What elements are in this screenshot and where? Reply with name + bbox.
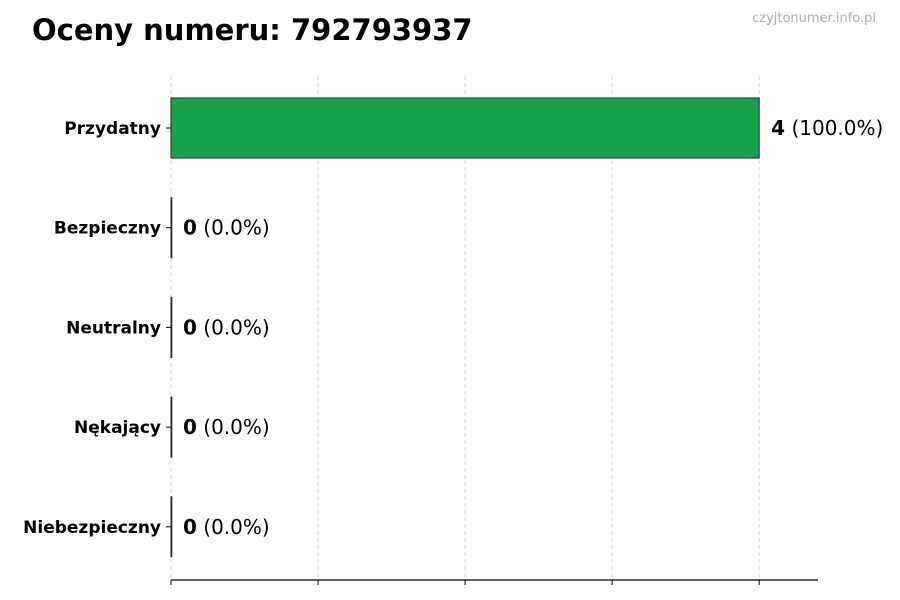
bar-0 bbox=[170, 97, 760, 159]
category-label-2: Neutralny bbox=[66, 318, 161, 338]
value-label-1: 0 (0.0%) bbox=[183, 216, 270, 240]
value-label-3: 0 (0.0%) bbox=[183, 415, 270, 439]
bar-4 bbox=[170, 496, 173, 558]
category-label-1: Bezpieczny bbox=[54, 219, 161, 239]
value-count: 0 bbox=[183, 515, 197, 539]
value-percent: (0.0%) bbox=[197, 415, 270, 439]
category-label-3: Nękający bbox=[74, 418, 161, 438]
category-label-0: Przydatny bbox=[64, 119, 161, 139]
category-label-4: Niebezpieczny bbox=[23, 518, 161, 538]
bar-2 bbox=[170, 296, 173, 358]
value-label-2: 0 (0.0%) bbox=[183, 315, 270, 339]
value-percent: (100.0%) bbox=[785, 116, 883, 140]
chart-title: Oceny numeru: 792793937 bbox=[32, 13, 473, 47]
value-label-4: 0 (0.0%) bbox=[183, 515, 270, 539]
value-percent: (0.0%) bbox=[197, 216, 270, 240]
bar-1 bbox=[170, 197, 173, 259]
value-count: 0 bbox=[183, 415, 197, 439]
value-count: 0 bbox=[183, 315, 197, 339]
value-count: 0 bbox=[183, 216, 197, 240]
watermark: czyjtonumer.info.pl bbox=[752, 11, 876, 26]
value-count: 4 bbox=[771, 116, 785, 140]
value-label-0: 4 (100.0%) bbox=[771, 116, 883, 140]
value-percent: (0.0%) bbox=[197, 315, 270, 339]
value-percent: (0.0%) bbox=[197, 515, 270, 539]
bar-3 bbox=[170, 396, 173, 458]
